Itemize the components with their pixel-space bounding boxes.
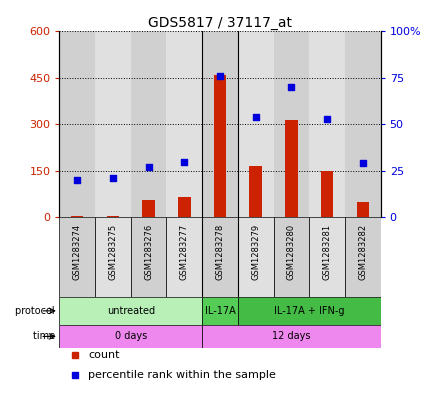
Text: GSM1283278: GSM1283278: [216, 224, 224, 280]
Bar: [202, 297, 238, 325]
Text: 0 days: 0 days: [115, 331, 147, 342]
Text: GSM1283281: GSM1283281: [323, 224, 332, 280]
Bar: [249, 166, 262, 217]
Bar: [345, 217, 381, 297]
Text: count: count: [88, 350, 120, 360]
Text: GSM1283275: GSM1283275: [108, 224, 117, 280]
Bar: [202, 217, 238, 297]
Point: [323, 116, 330, 122]
Text: GSM1283279: GSM1283279: [251, 224, 260, 280]
Point: [74, 177, 81, 183]
Bar: [59, 297, 202, 325]
Text: percentile rank within the sample: percentile rank within the sample: [88, 369, 276, 380]
Bar: [285, 120, 297, 217]
Bar: [202, 31, 238, 217]
Bar: [202, 325, 381, 348]
Bar: [131, 217, 166, 297]
Bar: [274, 217, 309, 297]
Text: protocol: protocol: [15, 306, 58, 316]
Bar: [238, 297, 381, 325]
Text: GSM1283277: GSM1283277: [180, 224, 189, 280]
Point: [216, 73, 224, 79]
Text: untreated: untreated: [107, 306, 155, 316]
Bar: [71, 216, 84, 217]
Point: [359, 160, 366, 167]
Bar: [143, 200, 155, 217]
Text: GSM1283276: GSM1283276: [144, 224, 153, 280]
Bar: [356, 202, 369, 217]
Point: [110, 175, 117, 182]
Bar: [309, 31, 345, 217]
Bar: [106, 216, 119, 217]
Text: IL-17A: IL-17A: [205, 306, 235, 316]
Bar: [309, 217, 345, 297]
Bar: [131, 31, 166, 217]
Bar: [214, 75, 226, 217]
Point: [145, 164, 152, 170]
Bar: [59, 31, 95, 217]
Bar: [59, 217, 95, 297]
Bar: [178, 197, 191, 217]
Bar: [238, 217, 274, 297]
Text: time: time: [33, 331, 58, 342]
Point: [288, 84, 295, 90]
Text: IL-17A + IFN-g: IL-17A + IFN-g: [274, 306, 345, 316]
Point: [181, 158, 188, 165]
Bar: [321, 171, 334, 217]
Text: GSM1283274: GSM1283274: [73, 224, 82, 280]
Bar: [95, 31, 131, 217]
Text: GSM1283282: GSM1283282: [358, 224, 367, 280]
Bar: [274, 31, 309, 217]
Text: GSM1283280: GSM1283280: [287, 224, 296, 280]
Bar: [59, 325, 202, 348]
Bar: [166, 217, 202, 297]
Title: GDS5817 / 37117_at: GDS5817 / 37117_at: [148, 17, 292, 30]
Text: 12 days: 12 days: [272, 331, 311, 342]
Bar: [166, 31, 202, 217]
Bar: [238, 31, 274, 217]
Bar: [345, 31, 381, 217]
Bar: [95, 217, 131, 297]
Point: [252, 114, 259, 120]
